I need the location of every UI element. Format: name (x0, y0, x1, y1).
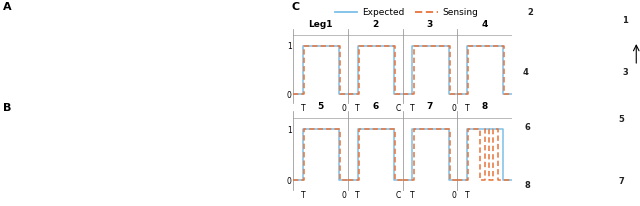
Text: C: C (291, 2, 300, 12)
Text: A: A (3, 2, 12, 12)
Title: 6: 6 (372, 102, 378, 111)
Text: 8: 8 (525, 181, 531, 190)
Title: 4: 4 (481, 20, 488, 29)
Text: B: B (3, 103, 12, 113)
Title: 5: 5 (317, 102, 324, 111)
Text: 2: 2 (527, 8, 533, 17)
Text: 6: 6 (525, 123, 531, 132)
Title: 7: 7 (427, 102, 433, 111)
Text: 3: 3 (622, 68, 628, 77)
Title: 3: 3 (427, 20, 433, 29)
Text: 7: 7 (618, 177, 624, 186)
Title: 8: 8 (481, 102, 488, 111)
Text: 4: 4 (522, 68, 528, 77)
Text: 5: 5 (618, 115, 624, 124)
Text: 1: 1 (622, 16, 628, 25)
Legend: Expected, Sensing: Expected, Sensing (331, 4, 482, 20)
Title: 2: 2 (372, 20, 378, 29)
Title: Leg1: Leg1 (308, 20, 333, 29)
